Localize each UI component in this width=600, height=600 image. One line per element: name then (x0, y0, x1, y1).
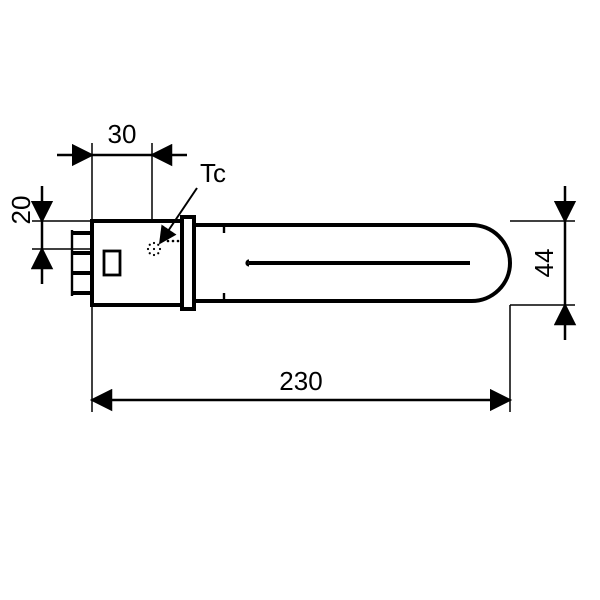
dim-tc-y-label: 20 (6, 196, 36, 225)
lamp-outline (72, 217, 510, 309)
tc-label: Tc (200, 158, 226, 188)
dim-height-label: 44 (529, 249, 559, 278)
lamp-dimension-diagram: 230 44 30 20 Tc (0, 0, 600, 600)
dim-length-label: 230 (279, 366, 322, 396)
dim-tc-x-label: 30 (108, 119, 137, 149)
